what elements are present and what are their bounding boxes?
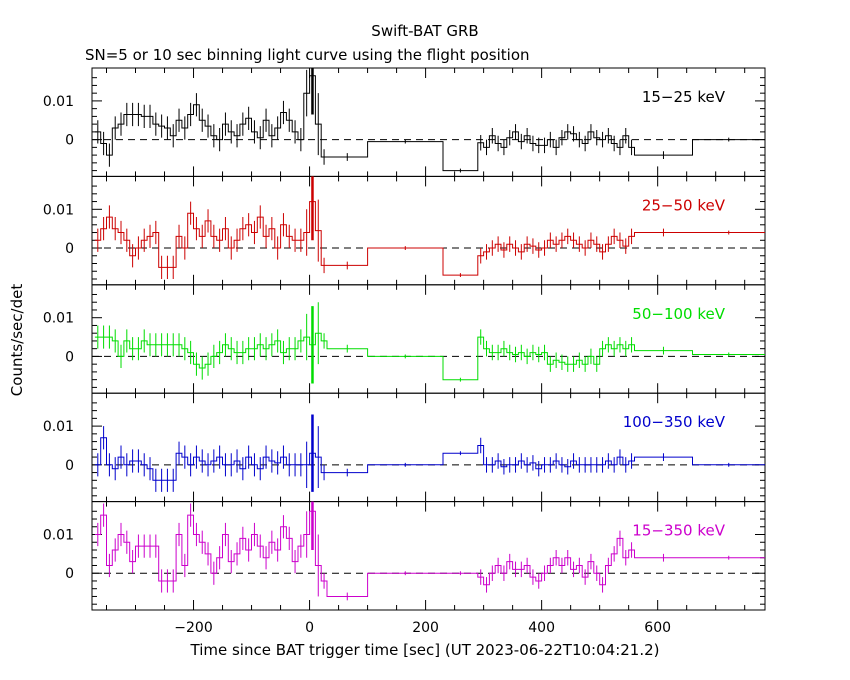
panel-data — [94, 501, 765, 601]
panel-data — [94, 302, 765, 384]
x-axis-label: Time since BAT trigger time [sec] (UT 20… — [190, 641, 660, 659]
x-tick-label: 600 — [644, 620, 671, 636]
panel-data — [94, 414, 765, 492]
y-tick-label: 0 — [65, 349, 74, 365]
y-tick-label: 0 — [65, 458, 74, 474]
panel-2: 0 0.01 25−50 keV — [43, 175, 766, 286]
y-tick-label: 0.01 — [43, 311, 74, 327]
panel-frame — [91, 392, 766, 503]
panel-5: 0 0.01 15−350 keV — [43, 501, 766, 611]
light-curve-steps — [94, 75, 765, 172]
x-tick-label: 0 — [305, 620, 314, 636]
chart-title: Swift-BAT GRB — [371, 22, 478, 40]
panel-label: 50−100 keV — [632, 305, 725, 323]
x-tick-label: 200 — [412, 620, 439, 636]
panel-3: 0 0.01 50−100 keV — [43, 284, 766, 394]
x-tick-label: 400 — [528, 620, 555, 636]
panel-data — [94, 176, 765, 279]
light-curve-steps — [94, 437, 765, 481]
panel-4: 0 0.01 100−350 keV — [43, 392, 766, 503]
panel-frame — [91, 175, 766, 286]
panel-frame — [91, 284, 766, 394]
panel-label: 15−350 keV — [632, 522, 725, 540]
panel-label: 100−350 keV — [623, 413, 726, 431]
panel-label: 15−25 keV — [642, 88, 726, 106]
y-tick-label: 0.01 — [43, 528, 74, 544]
y-tick-label: 0.01 — [43, 419, 74, 435]
panel-frame — [91, 67, 766, 177]
panel-label: 25−50 keV — [642, 196, 726, 214]
y-tick-label: 0.01 — [43, 94, 74, 110]
y-tick-label: 0.01 — [43, 202, 74, 218]
panels-group: 0 0.01 15−25 keV 0 0.01 25−50 keV 0 0.01 50−100 … — [43, 67, 766, 636]
chart-subtitle: SN=5 or 10 sec binning light curve using… — [85, 46, 530, 64]
panel-data — [94, 68, 765, 173]
light-curve-steps — [94, 201, 765, 276]
y-tick-label: 0 — [65, 133, 74, 149]
panel-frame — [91, 501, 766, 611]
y-axis-label: Counts/sec/det — [8, 284, 26, 397]
y-tick-label: 0 — [65, 566, 74, 582]
light-curve-steps — [94, 332, 765, 381]
y-tick-label: 0 — [65, 241, 74, 257]
x-tick-label: −200 — [174, 620, 212, 636]
